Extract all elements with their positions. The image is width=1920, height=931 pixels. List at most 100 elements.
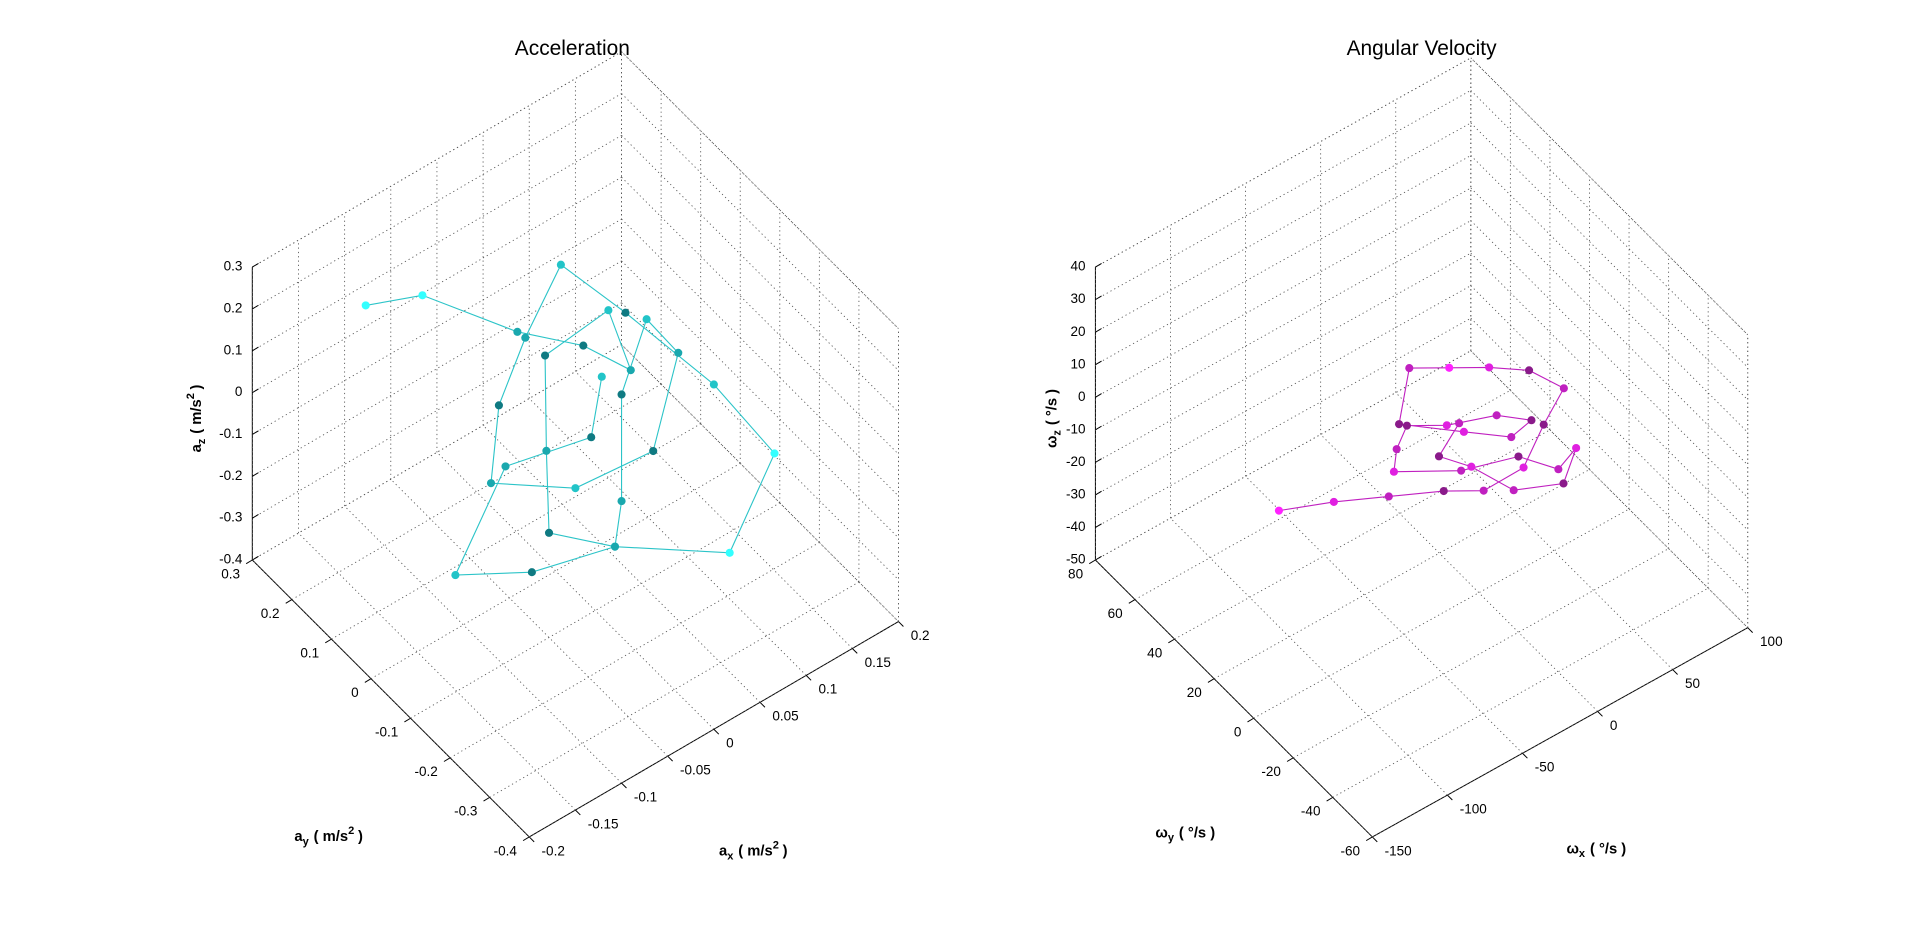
grid-line [621, 93, 899, 371]
x-tick-label: -0.1 [634, 789, 657, 804]
label-close: ) [189, 384, 205, 389]
grid-line [621, 218, 899, 497]
grid-line [1293, 548, 1669, 759]
x-tick-label: 0.1 [818, 682, 837, 697]
tick-mark [285, 599, 293, 604]
chart: -150-100-50050100-60-40-20020406080-50-4… [1044, 37, 1782, 860]
grid-line [1470, 57, 1749, 336]
x-tick-label: -0.05 [680, 763, 711, 778]
x-tick-label: 0 [1610, 718, 1618, 733]
tick-mark [713, 728, 720, 735]
data-point [770, 449, 779, 458]
z-axis-label: az ( m/s2) [185, 384, 208, 452]
grid-line [1095, 559, 1373, 838]
data-point [621, 308, 630, 317]
x-tick-label: 100 [1760, 634, 1783, 649]
grid-line [1470, 155, 1749, 433]
data-point [1507, 433, 1516, 442]
grid-line [1095, 122, 1472, 333]
label-subscript: x [1579, 848, 1586, 860]
label-close: ) [783, 844, 788, 860]
y-tick-label: 0 [1234, 725, 1242, 740]
z-tick-label: 0 [235, 384, 243, 399]
z-tick-label: -50 [1066, 552, 1086, 567]
grid-line [482, 425, 761, 703]
grid-line [1095, 220, 1472, 431]
x-tick-label: 0.2 [911, 628, 930, 643]
data-point [617, 497, 626, 506]
z-tick-label: 20 [1071, 324, 1086, 339]
tick-mark [851, 648, 858, 654]
data-point [513, 327, 522, 336]
tick-mark [1447, 794, 1453, 801]
tick-mark [245, 559, 253, 565]
data-point [587, 433, 596, 442]
tick-mark [1095, 295, 1102, 301]
grid-line [621, 51, 899, 329]
grid-line [344, 505, 622, 784]
tick-mark [252, 555, 259, 561]
label-unit: ( m/s [189, 399, 205, 433]
data-point [1384, 492, 1393, 501]
grid-line [252, 559, 530, 838]
grid-line [390, 478, 669, 757]
tick-mark [1168, 638, 1175, 644]
grid-line [621, 344, 899, 622]
tick-mark [252, 472, 259, 477]
x-tick-label: 0.05 [772, 709, 798, 724]
y-tick-label: -0.4 [494, 843, 518, 858]
data-point [1539, 420, 1548, 429]
y-tick-label: 0.1 [300, 645, 319, 660]
grid-line [1095, 187, 1472, 398]
label-power: 2 [773, 839, 779, 851]
label-symbol: ω [1155, 825, 1167, 841]
tick-mark [1207, 678, 1215, 683]
tick-mark [1326, 796, 1334, 802]
z-tick-label: 0.3 [224, 259, 243, 274]
y-tick-label: 20 [1187, 685, 1202, 700]
data-point [556, 260, 565, 269]
grid-line [410, 502, 781, 719]
tick-mark [1095, 328, 1102, 333]
tick-mark [522, 836, 530, 842]
y-tick-label: -20 [1261, 764, 1281, 779]
y-axis-label: ay ( m/s2) [294, 825, 363, 848]
grid-line [1095, 155, 1472, 366]
label-power: 2 [348, 825, 354, 837]
data-point [1442, 421, 1451, 430]
grid-line [449, 542, 820, 759]
tick-mark [1128, 599, 1136, 604]
z-tick-label: 0.2 [224, 301, 243, 316]
grid-line [1320, 434, 1598, 712]
y-axis-label: ωy ( °/s ) [1155, 825, 1215, 844]
grid-line [528, 398, 807, 676]
data-point [725, 548, 734, 557]
y-tick-label: 80 [1068, 566, 1083, 581]
grid-line [621, 344, 899, 622]
y-tick-label: 0.3 [221, 566, 240, 581]
grid-line [1213, 469, 1590, 680]
data-point [1559, 384, 1568, 393]
data-point [1439, 486, 1448, 496]
tick-mark [443, 757, 451, 762]
y-tick-label: -0.2 [415, 764, 438, 779]
data-point [1405, 364, 1414, 373]
grid-line [621, 260, 899, 539]
data-point [1572, 443, 1581, 453]
grid-line [1470, 90, 1749, 368]
label-close: ) [358, 829, 363, 845]
data-point [709, 380, 718, 389]
data-point [418, 291, 427, 300]
grid-line [331, 423, 701, 640]
x-tick-label: 0 [726, 736, 734, 751]
label-unit: ( °/s ) [1044, 389, 1060, 425]
tick-mark [898, 621, 904, 627]
tick-mark [404, 717, 411, 723]
grid-line [298, 532, 576, 811]
z-tick-label: -0.1 [219, 426, 242, 441]
grid-line [1470, 350, 1749, 629]
tick-mark [252, 430, 259, 435]
z-tick-label: 0.1 [224, 342, 243, 357]
data-point [597, 372, 606, 381]
tick-mark [1095, 360, 1102, 366]
